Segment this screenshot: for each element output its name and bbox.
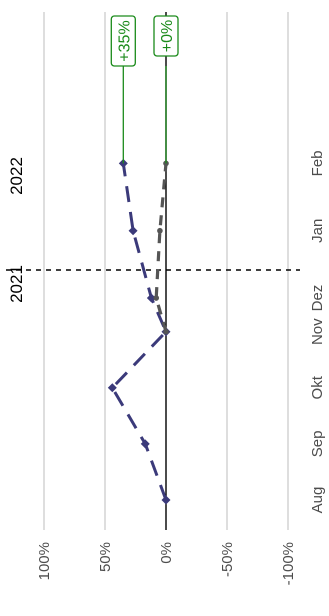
value-tick-label: 50% xyxy=(97,542,114,572)
series-point xyxy=(157,227,163,234)
category-tick-label: Sep xyxy=(309,431,326,458)
series-point xyxy=(153,295,160,301)
series-point xyxy=(146,293,156,303)
series-point xyxy=(107,383,117,393)
category-tick-label: Dez xyxy=(309,285,326,312)
annotation-box xyxy=(153,15,179,57)
category-axis-ticks: Aug Sep Okt Nov Dez Jan Feb xyxy=(309,150,326,513)
category-tick-label: Feb xyxy=(309,150,326,176)
series-point xyxy=(161,495,171,505)
category-tick-label: Jan xyxy=(309,219,326,243)
end-annotations: +35% +0% xyxy=(110,15,179,164)
year-label: 2021 xyxy=(7,265,26,303)
series-point xyxy=(163,328,169,335)
annotation-box xyxy=(110,15,136,67)
category-tick-label: Okt xyxy=(309,375,326,399)
year-labels: 2021 2022 xyxy=(7,157,26,303)
value-tick-label: -50% xyxy=(219,542,236,577)
series-line xyxy=(154,163,168,333)
series-point xyxy=(128,226,138,236)
value-tick-label: 0% xyxy=(158,542,175,564)
category-tick-label: Nov xyxy=(309,318,326,345)
category-tick-label: Aug xyxy=(309,487,326,514)
series-point xyxy=(140,439,150,449)
series-lines xyxy=(107,158,171,505)
grid-lines xyxy=(43,12,289,530)
value-axis-ticks: 100% 50% 0% -50% -100% xyxy=(36,542,297,585)
annotation-label: +0% xyxy=(159,20,176,52)
value-tick-label: 100% xyxy=(36,542,53,580)
series-line xyxy=(110,163,168,501)
annotation-label: +35% xyxy=(116,20,133,61)
year-label: 2022 xyxy=(7,157,26,195)
value-tick-label: -100% xyxy=(280,542,297,585)
